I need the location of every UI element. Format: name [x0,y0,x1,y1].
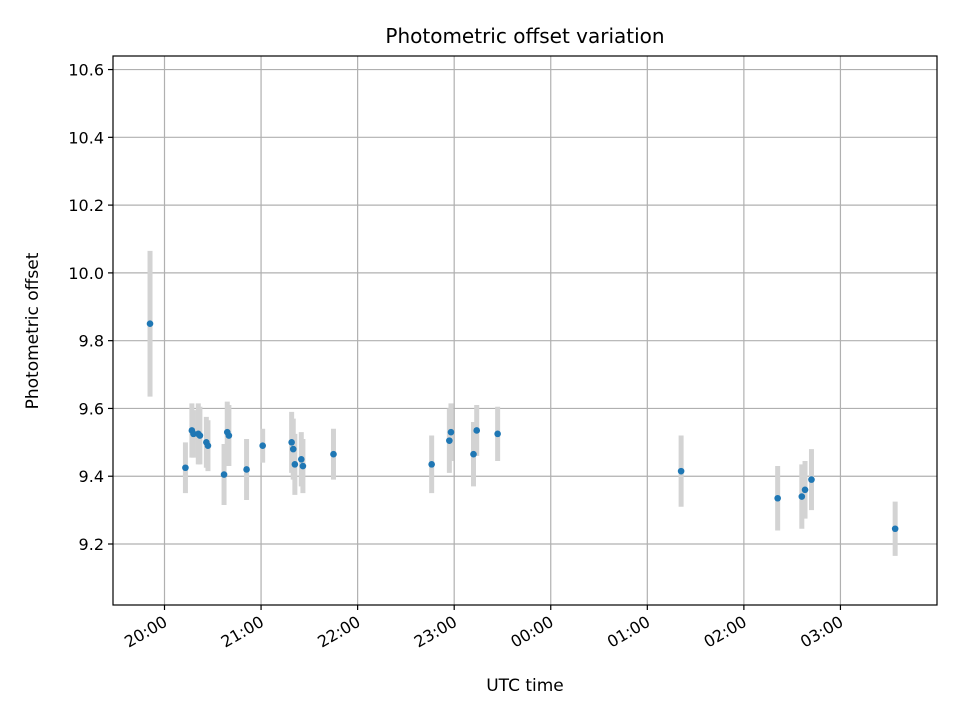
data-point [190,430,197,438]
data-point [428,461,435,468]
grid [113,56,937,605]
data-point [808,476,815,483]
data-point [289,445,297,453]
y-tick-label: 9.4 [79,467,104,486]
y-axis-title: Photometric offset [23,252,43,409]
data-point [470,450,477,458]
data-point [196,432,204,439]
y-tick-label: 10.0 [68,264,104,283]
data-point [801,486,809,494]
data-point [891,525,899,533]
y-tick-label: 9.6 [79,399,104,418]
data-point [243,466,250,473]
chart-title: Photometric offset variation [385,24,664,48]
data-point [297,455,305,463]
data-point [204,442,212,450]
y-tick-label: 9.8 [79,332,104,351]
data-point [182,464,189,472]
data-point [330,450,337,458]
data-point [146,320,154,328]
data-point [774,494,781,502]
data-points [146,320,899,533]
y-tick-label: 10.6 [68,61,104,80]
y-tick-label: 10.2 [68,196,104,215]
data-point [473,427,481,434]
data-point [677,467,685,475]
data-point [291,461,299,468]
data-point [288,439,295,446]
x-axis-title: UTC time [486,676,564,696]
data-point [494,430,501,438]
data-point [446,437,453,444]
data-point [299,462,307,470]
data-point [798,493,806,500]
data-point [220,471,228,478]
data-point [259,442,266,450]
data-point [225,432,233,439]
y-tick-label: 9.2 [79,535,104,554]
data-point [447,428,455,436]
plot-frame [112,55,938,606]
y-tick-label: 10.4 [68,128,104,147]
